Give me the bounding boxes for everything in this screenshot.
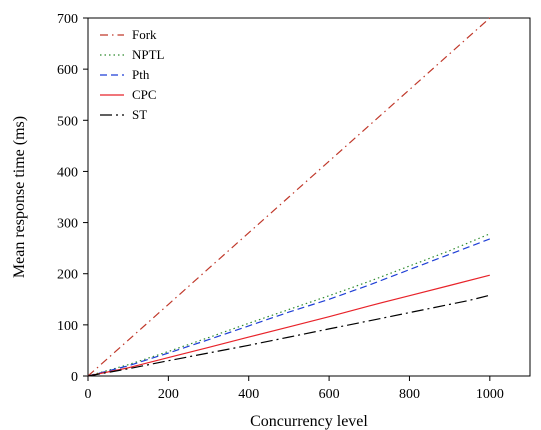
x-tick-label: 600 [319,387,340,402]
legend-label-st: ST [132,107,147,122]
x-tick-label: 200 [158,387,179,402]
y-axis-title: Mean response time (ms) [11,116,28,278]
chart-axes: 0 200 400 600 800 1000 0 100 200 300 400 500 600 700 [57,12,530,402]
series-line-pth [88,239,490,376]
y-tick-label: 600 [57,63,78,78]
x-tick-label: 800 [399,387,420,402]
series-line-cpc [88,275,490,376]
y-tick-label: 500 [57,114,78,129]
y-tick-label: 700 [57,12,78,27]
y-tick-label: 100 [57,319,78,334]
legend-label-pth: Pth [132,67,150,82]
y-tick-label: 0 [71,370,78,385]
chart-legend: Fork NPTL Pth CPC ST [100,27,165,122]
series-line-nptl [88,234,490,376]
x-tick-label: 0 [85,387,92,402]
y-tick-label: 200 [57,268,78,283]
legend-label-cpc: CPC [132,87,157,102]
x-tick-label: 1000 [476,387,504,402]
y-tick-label: 400 [57,165,78,180]
y-tick-label: 300 [57,217,78,232]
x-axis-title: Concurrency level [250,413,368,430]
x-tick-label: 400 [238,387,259,402]
legend-label-nptl: NPTL [132,47,165,62]
series-line-st [88,295,490,376]
legend-label-fork: Fork [132,27,157,42]
